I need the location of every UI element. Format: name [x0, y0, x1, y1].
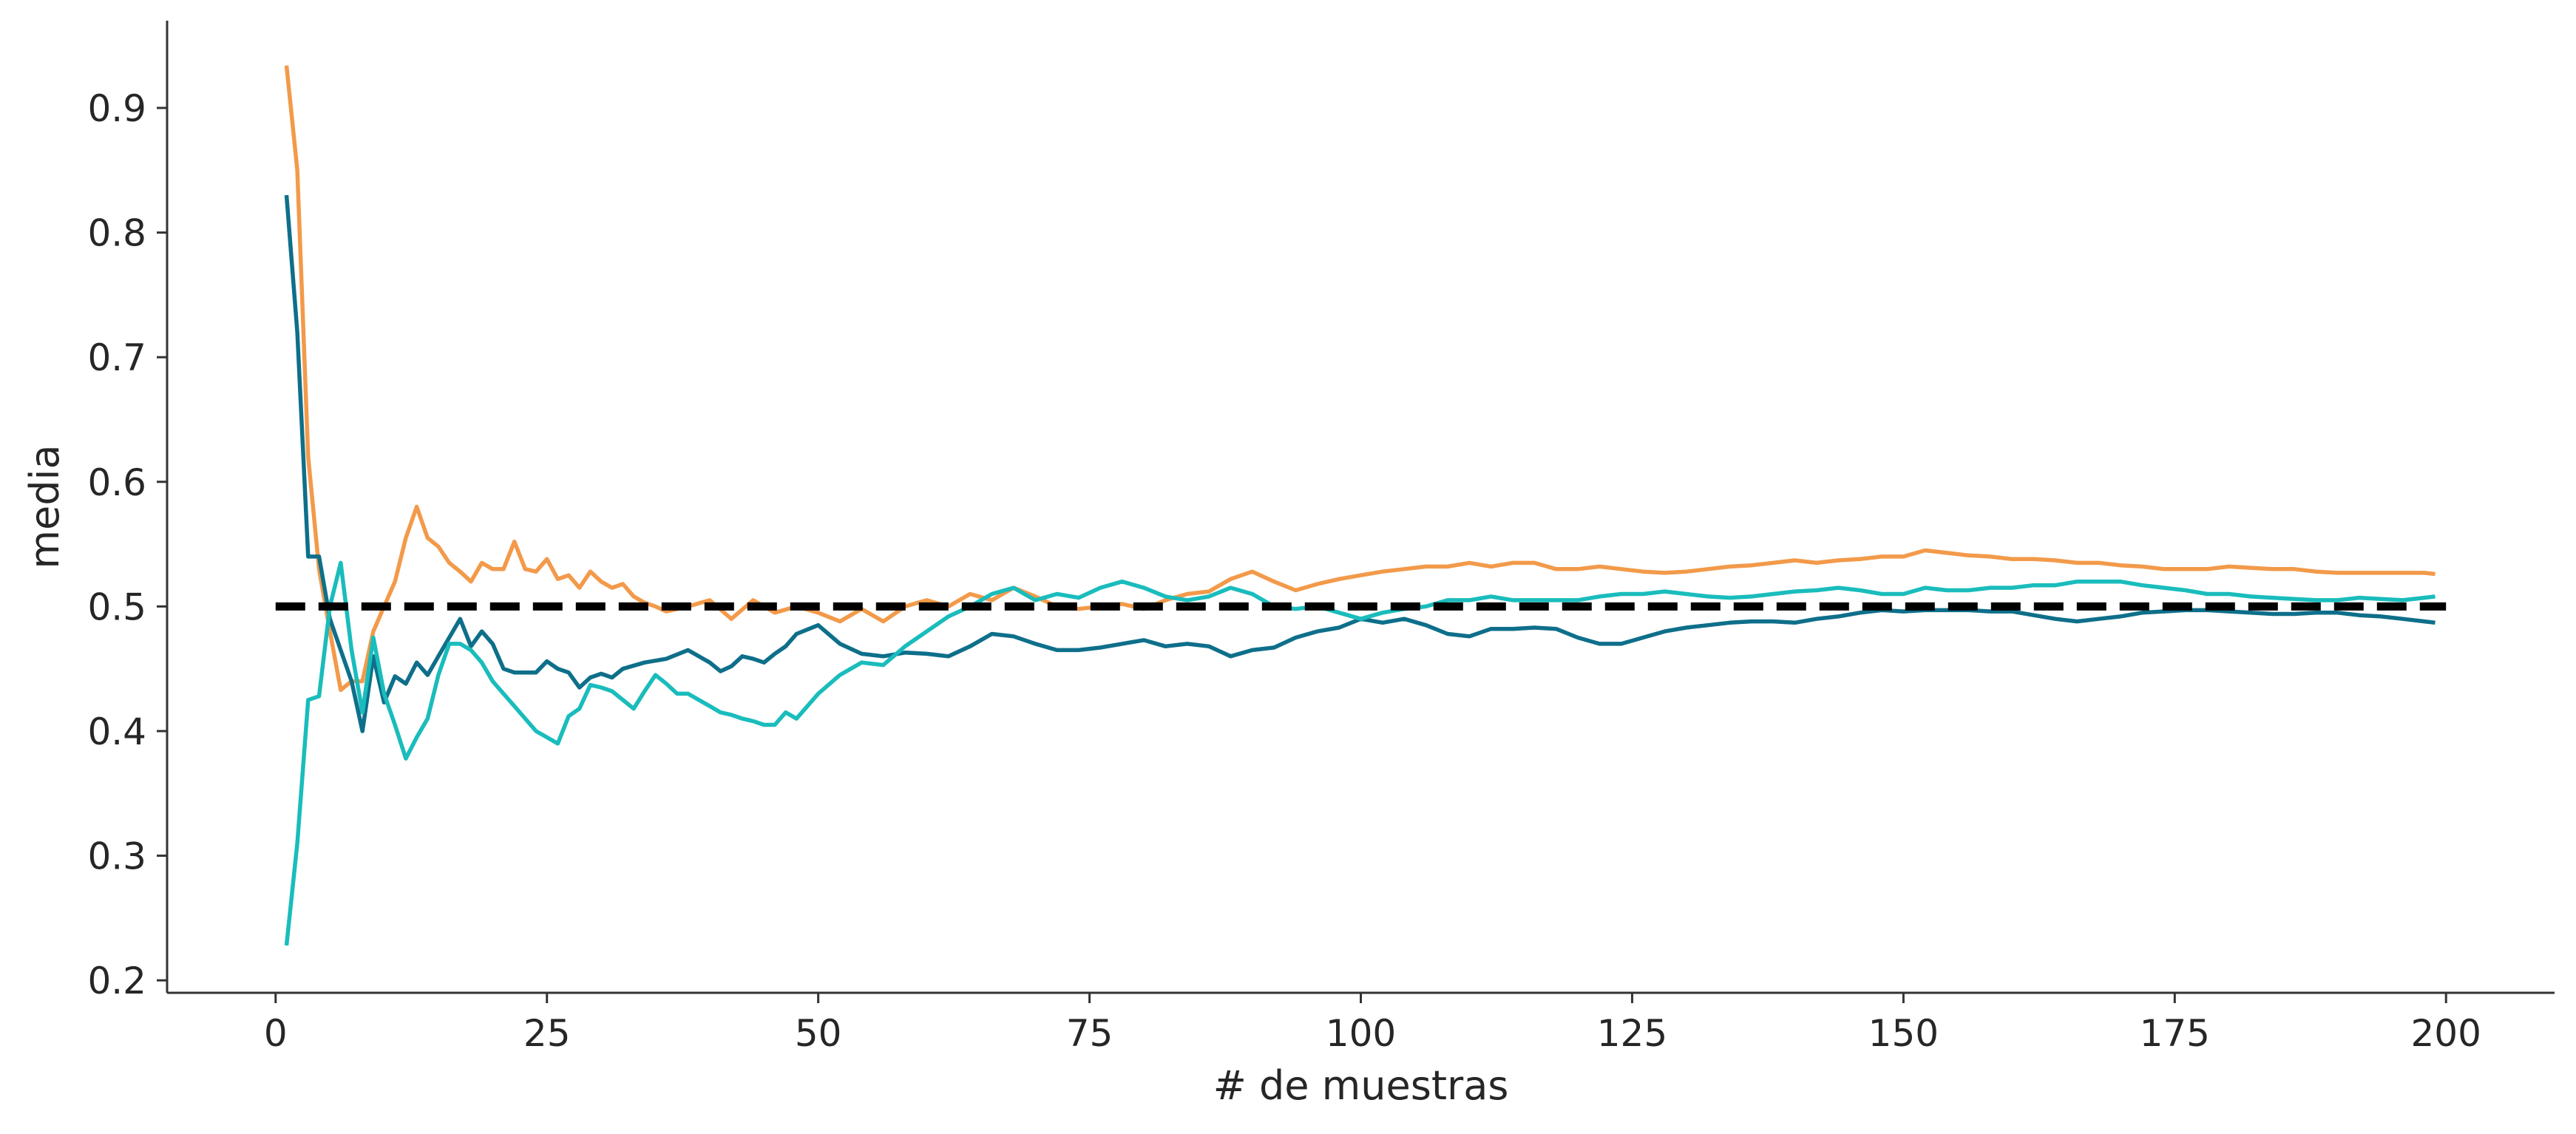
axes-layer — [166, 21, 2555, 994]
x-tick-label: 50 — [795, 1012, 842, 1055]
x-tick-label: 0 — [264, 1012, 288, 1055]
y-tick-label: 0.3 — [87, 835, 146, 878]
series-layer — [284, 65, 2436, 946]
y-tick-label: 0.9 — [87, 87, 146, 130]
y-tick-label: 0.7 — [87, 336, 146, 379]
y-axis-label: media — [21, 444, 68, 568]
series-line-2 — [284, 194, 2436, 733]
series-line-1 — [284, 65, 2436, 693]
series-line-3 — [284, 560, 2436, 946]
y-tick-label: 0.6 — [87, 461, 146, 504]
x-tick-label: 25 — [523, 1012, 571, 1055]
x-tick-label: 150 — [1868, 1012, 1939, 1055]
x-tick-label: 75 — [1066, 1012, 1114, 1055]
x-ticks: 0 25 50 75 100 125 150 175 200 — [264, 993, 2481, 1055]
y-tick-label: 0.2 — [87, 960, 146, 1002]
x-axis-label: # de muestras — [1213, 1062, 1509, 1109]
x-tick-label: 125 — [1597, 1012, 1667, 1055]
y-tick-label: 0.8 — [87, 212, 146, 255]
x-tick-label: 100 — [1326, 1012, 1396, 1055]
y-tick-label: 0.5 — [87, 585, 146, 628]
y-ticks: 0.2 0.3 0.4 0.5 0.6 0.7 0.8 0.9 — [87, 87, 167, 1002]
x-tick-label: 200 — [2411, 1012, 2481, 1055]
x-tick-label: 175 — [2140, 1012, 2210, 1055]
y-tick-label: 0.4 — [87, 710, 146, 753]
